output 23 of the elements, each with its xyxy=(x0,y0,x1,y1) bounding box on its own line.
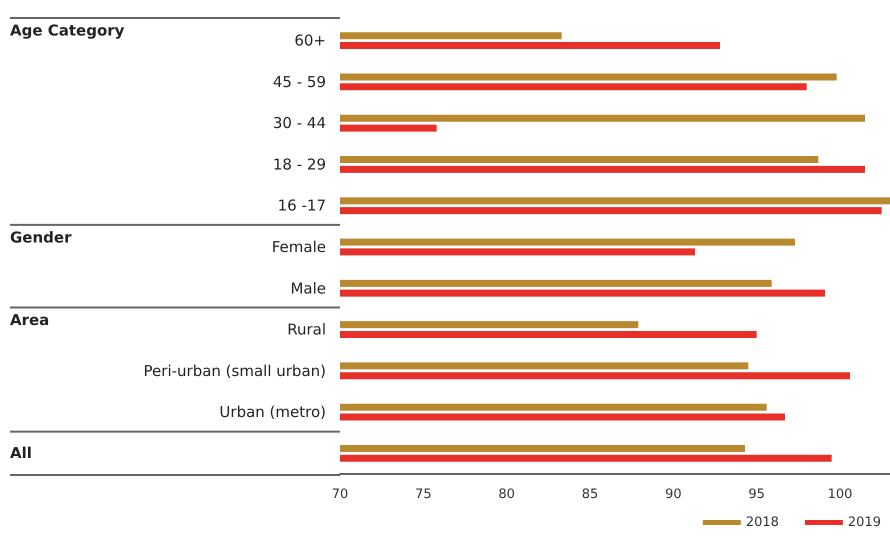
legend-label: 2019 xyxy=(848,515,882,530)
x-tick-label: 75 xyxy=(415,487,432,502)
y-tick-label: 30 - 44 xyxy=(272,114,326,132)
x-tick-label: 70 xyxy=(332,487,348,502)
y-tick-label: Rural xyxy=(287,320,326,339)
y-tick-label: Male xyxy=(290,279,326,298)
y-tick-label: 18 - 29 xyxy=(272,155,326,174)
x-tick-label: 95 xyxy=(748,487,765,502)
text: Gender xyxy=(10,228,72,246)
x-tick-label: 100 xyxy=(828,487,852,502)
y-tick-label: Peri-urban (small urban) xyxy=(144,362,326,380)
y-tick-label: Female xyxy=(272,238,326,256)
x-tick-label: 80 xyxy=(498,487,515,502)
y-tick-label: 16 -17 xyxy=(278,196,326,215)
text: Area xyxy=(10,311,50,330)
text: Age Category xyxy=(10,22,125,40)
x-tick-label: 90 xyxy=(665,487,682,502)
text: All xyxy=(10,444,32,462)
y-tick-label: 60+ xyxy=(294,32,326,50)
x-tick-label: 85 xyxy=(582,487,598,502)
legend-label: 2018 xyxy=(746,515,779,530)
y-tick-label: Urban (metro) xyxy=(219,403,326,422)
y-tick-label: 45 - 59 xyxy=(272,72,326,91)
